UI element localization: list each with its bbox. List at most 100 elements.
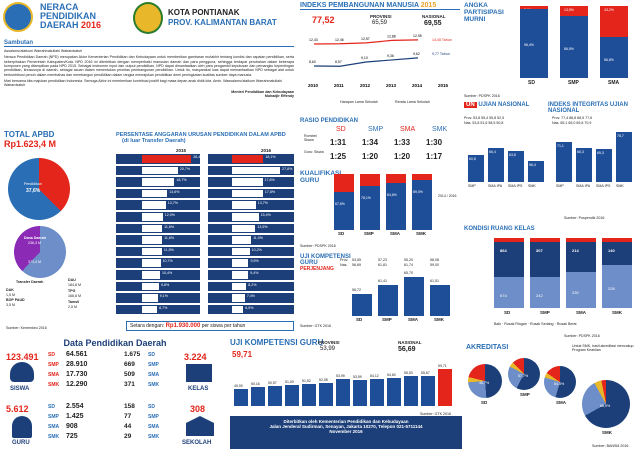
apm-category: SMA xyxy=(608,80,620,86)
akr-pie-label: 54,5% xyxy=(554,382,565,386)
un-category: SMA IPA xyxy=(488,184,503,188)
apbd-value: Rp1.623,4 M xyxy=(4,139,57,149)
sambutan-paragraph-1: Neraca Pendidikan Daerah (NPD) merupakan… xyxy=(4,55,294,77)
ukg2-title: UJI KOMPETENSI GURU xyxy=(230,338,324,347)
dak-value: 1,5 M xyxy=(6,293,15,297)
stat-value: 17.730 xyxy=(66,371,88,378)
ukg2-bar-label: 55,67 xyxy=(421,371,430,376)
stat-jenjang-label: SD xyxy=(48,404,55,410)
ipm-section: INDEKS PEMBANGUNAN MANUSIA 2015 77,52 PR… xyxy=(300,2,460,104)
city-logo xyxy=(133,2,163,34)
ruang-bar-top xyxy=(566,238,596,242)
stat-jenjang-label: SMP xyxy=(48,362,59,368)
apm-bar-label: 56,8% xyxy=(604,57,614,62)
tamsil-value: 2,5 M xyxy=(68,305,77,309)
stat-jenjang-label: SMA xyxy=(148,424,160,430)
ukg-source: Sumber: GTK 2016 xyxy=(300,324,331,328)
ukg2-bar-label: 52,08 xyxy=(319,378,328,383)
alloc-bar-2016 xyxy=(232,259,249,267)
guru-list: SD 2.554 SMP 1.425 SMA 908 SMK 725 xyxy=(48,403,108,446)
ipm-note-1: 14,45 Tahun xyxy=(432,38,452,42)
apbd-title: TOTAL APBD xyxy=(4,130,55,139)
akr-pie xyxy=(544,366,576,398)
footer-line-3: November 2016 xyxy=(329,429,363,434)
ruang-bar-rr xyxy=(602,242,632,265)
apm-category: SMP xyxy=(568,80,579,86)
stat-value: 1.425 xyxy=(66,413,84,420)
ipm-nas-label: NASIONAL xyxy=(422,14,446,19)
rasio-category: SMA xyxy=(400,126,416,133)
dpd-section: Data Pendidikan Daerah 123.491 SISWA SD 6… xyxy=(4,338,226,451)
ruang-bar-rr xyxy=(566,242,596,272)
alloc-bar-2016 xyxy=(232,213,259,221)
kelas-label: KELAS xyxy=(188,386,209,392)
apm-bar-top xyxy=(560,6,588,16)
ukg2-bar xyxy=(336,379,350,406)
ukg-subtitle: PERJENJANG xyxy=(300,266,334,272)
alloc-value-2015: 9,1% xyxy=(159,294,168,299)
footer-line-2: Jalan Jenderal Sudirman, Senayan, Jakart… xyxy=(269,424,423,429)
classroom-icon xyxy=(186,364,212,382)
ruang-bar-rr xyxy=(530,242,560,278)
sekolah-jenjang-list: 1.675 SD 669 SMP 509 SMA 371 SMK xyxy=(124,351,178,394)
iiun-category: SMA IPA xyxy=(576,184,591,188)
un-chart: Prov. 53,8 55,4 55,8 52,5 Nas. 53,8 51,6 … xyxy=(464,116,548,214)
un-title: UN UJIAN NASIONAL xyxy=(464,102,530,108)
kual-bar xyxy=(360,186,380,230)
transfer-label: Transfer Daerah xyxy=(16,280,44,284)
apm-bar-top xyxy=(520,6,548,9)
iiun-category: SMA IPS xyxy=(596,184,611,188)
un-category: SMA IPS xyxy=(508,184,523,188)
ipm-year-tick: 2015 xyxy=(438,83,449,88)
alloc-section: PERSENTASE ANGGARAN URUSAN PENDIDIKAN DA… xyxy=(116,132,296,332)
kual-bar-label: 67,5% xyxy=(335,202,345,207)
ipm-point-label: 12,57 xyxy=(361,37,370,41)
ukg2-bar xyxy=(353,380,367,406)
ukg2-bar xyxy=(285,385,299,406)
iiun-category: SMP xyxy=(556,184,564,188)
rasio-gs-label: Guru: Siswa xyxy=(304,150,324,154)
tpg-label: TPG xyxy=(68,289,76,293)
title-line3: DAERAH 2016 xyxy=(40,20,102,30)
ukg-nas-label: Nas. xyxy=(340,263,348,267)
city-name: KOTA PONTIANAK xyxy=(168,8,240,17)
alloc-bar-2015 xyxy=(142,271,161,279)
un-prov-row: Prov. 53,8 55,4 55,8 52,5 xyxy=(464,116,505,120)
apbd-donut-value: 37,6% xyxy=(26,188,41,194)
stat-value: 64.561 xyxy=(66,351,88,358)
ukg-prov: 55,20 xyxy=(404,258,413,262)
dau-label: DAU xyxy=(68,278,76,282)
bop-value: 3,5 M xyxy=(6,303,15,307)
alloc-row-bg-2016 xyxy=(208,304,294,315)
ukg2-bar-label: 53,59 xyxy=(353,375,362,380)
ukg-bar xyxy=(404,276,424,316)
siswa-label: SISWA xyxy=(10,386,30,392)
alloc-value-2016: 18,1% xyxy=(265,155,276,159)
stat-jenjang-label: SMK xyxy=(48,434,60,440)
stat-jenjang-label: SD xyxy=(148,404,155,410)
apbd-donut xyxy=(8,158,70,220)
alloc-value-2016: 17,6% xyxy=(264,178,275,183)
ipm-note-2: 9,77 Tahun xyxy=(432,52,450,56)
akr-pie xyxy=(508,358,540,390)
un-bar-label: 63,8 xyxy=(509,153,516,158)
ukg-prov: 58,08 xyxy=(430,258,439,262)
ukg2-chart: 49,00 50,16 50,57 51,00 51,52 52,08 53,99 53,59… xyxy=(234,364,460,410)
apm-section: ANGKA PARTISIPASI MURNI 3,6%96,4%SD13,5%… xyxy=(464,2,638,102)
kual-bar-top xyxy=(386,174,406,183)
ruang-bar-baik xyxy=(566,271,596,308)
province-name: PROV. KALIMANTAN BARAT xyxy=(168,18,277,27)
ukg2-bar-label: 54,12 xyxy=(370,374,379,379)
stat-jenjang-label: SMK xyxy=(148,382,160,388)
stat-value: 158 xyxy=(124,403,135,410)
ruang-legend: Baik · Rusak Ringan · Rusak Sedang · Rus… xyxy=(494,322,577,326)
kual-bar-top xyxy=(360,174,380,187)
ukg2-bar-label: 50,57 xyxy=(268,380,277,385)
sambutan-greeting: Assalamu'alaikum Warrahmatullahi Wabarok… xyxy=(4,49,83,53)
alloc-value-2015: 13,7% xyxy=(167,201,178,206)
ruang-bar-top xyxy=(494,238,524,242)
stat-value: 725 xyxy=(66,433,78,440)
kual-bar xyxy=(334,192,354,230)
ukg-category: SMA xyxy=(408,317,418,322)
ukg2-bar-label: 55,53 xyxy=(404,371,413,376)
